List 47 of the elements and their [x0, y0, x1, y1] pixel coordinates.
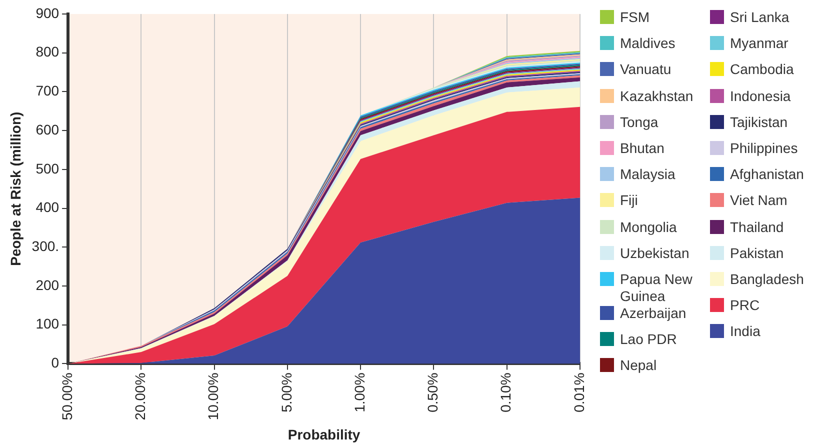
- y-tick-label: 100: [36, 316, 60, 332]
- legend-label: Tonga: [620, 114, 658, 131]
- x-tick-label: 0.10%: [498, 372, 514, 412]
- legend-label: Viet Nam: [730, 192, 788, 210]
- legend-label: Afghanistan: [730, 166, 804, 184]
- y-tick-label: 200: [36, 276, 60, 293]
- legend-label: Tajikistan: [730, 114, 788, 131]
- y-tick-label: 700: [36, 82, 60, 99]
- y-tick-label: 600: [36, 121, 60, 138]
- x-tick-label: 0.01%: [570, 372, 587, 412]
- legend-label: Philippines: [730, 140, 798, 157]
- x-tick-label: 5.00%: [278, 372, 294, 412]
- legend-label: PRC: [730, 297, 760, 314]
- legend-label: Vanuatu: [620, 61, 672, 78]
- y-tick-label: 800: [36, 44, 60, 60]
- legend-label: Azerbaijan: [620, 304, 686, 322]
- y-axis-title: People at Risk (million): [7, 112, 24, 266]
- x-tick-label: 0.50%: [424, 372, 441, 412]
- legend-label: Fiji: [620, 192, 638, 210]
- legend-label: Bhutan: [620, 140, 664, 157]
- y-tick-label: 0: [51, 354, 60, 371]
- legend-label: Uzbekistan: [620, 244, 690, 262]
- legend-label: Mongolia: [620, 218, 677, 236]
- y-tick-label: 400: [36, 199, 60, 216]
- x-tick-label: 20.00%: [132, 372, 148, 420]
- legend-label: Maldives: [620, 35, 676, 52]
- legend-label: Malaysia: [620, 166, 676, 184]
- x-tick-label: 10.00%: [205, 372, 222, 420]
- legend-label: Indonesia: [730, 88, 791, 105]
- legend-label: FSM: [620, 9, 650, 26]
- legend-label: Cambodia: [730, 61, 794, 78]
- y-tick-label: 900: [36, 4, 60, 21]
- legend-label: India: [730, 323, 760, 340]
- legend-label: Sri Lanka: [730, 9, 790, 26]
- x-tick-label: 1.00%: [351, 372, 368, 412]
- y-tick-label: 500: [36, 160, 60, 176]
- legend-label: Thailand: [730, 218, 784, 236]
- x-axis-title: Probability: [288, 426, 360, 442]
- legend-label: Kazakhstan: [620, 88, 694, 105]
- x-tick-label: 50.00%: [58, 372, 75, 420]
- legend-label: Lao PDR: [620, 331, 677, 348]
- y-tick-label: 300.: [32, 238, 60, 254]
- legend-label: Bangladesh: [730, 270, 804, 288]
- legend-label: Papua New Guinea: [620, 270, 694, 305]
- legend-label: Myanmar: [730, 35, 788, 52]
- legend-label: Pakistan: [730, 244, 784, 262]
- legend-label: Nepal: [620, 357, 657, 374]
